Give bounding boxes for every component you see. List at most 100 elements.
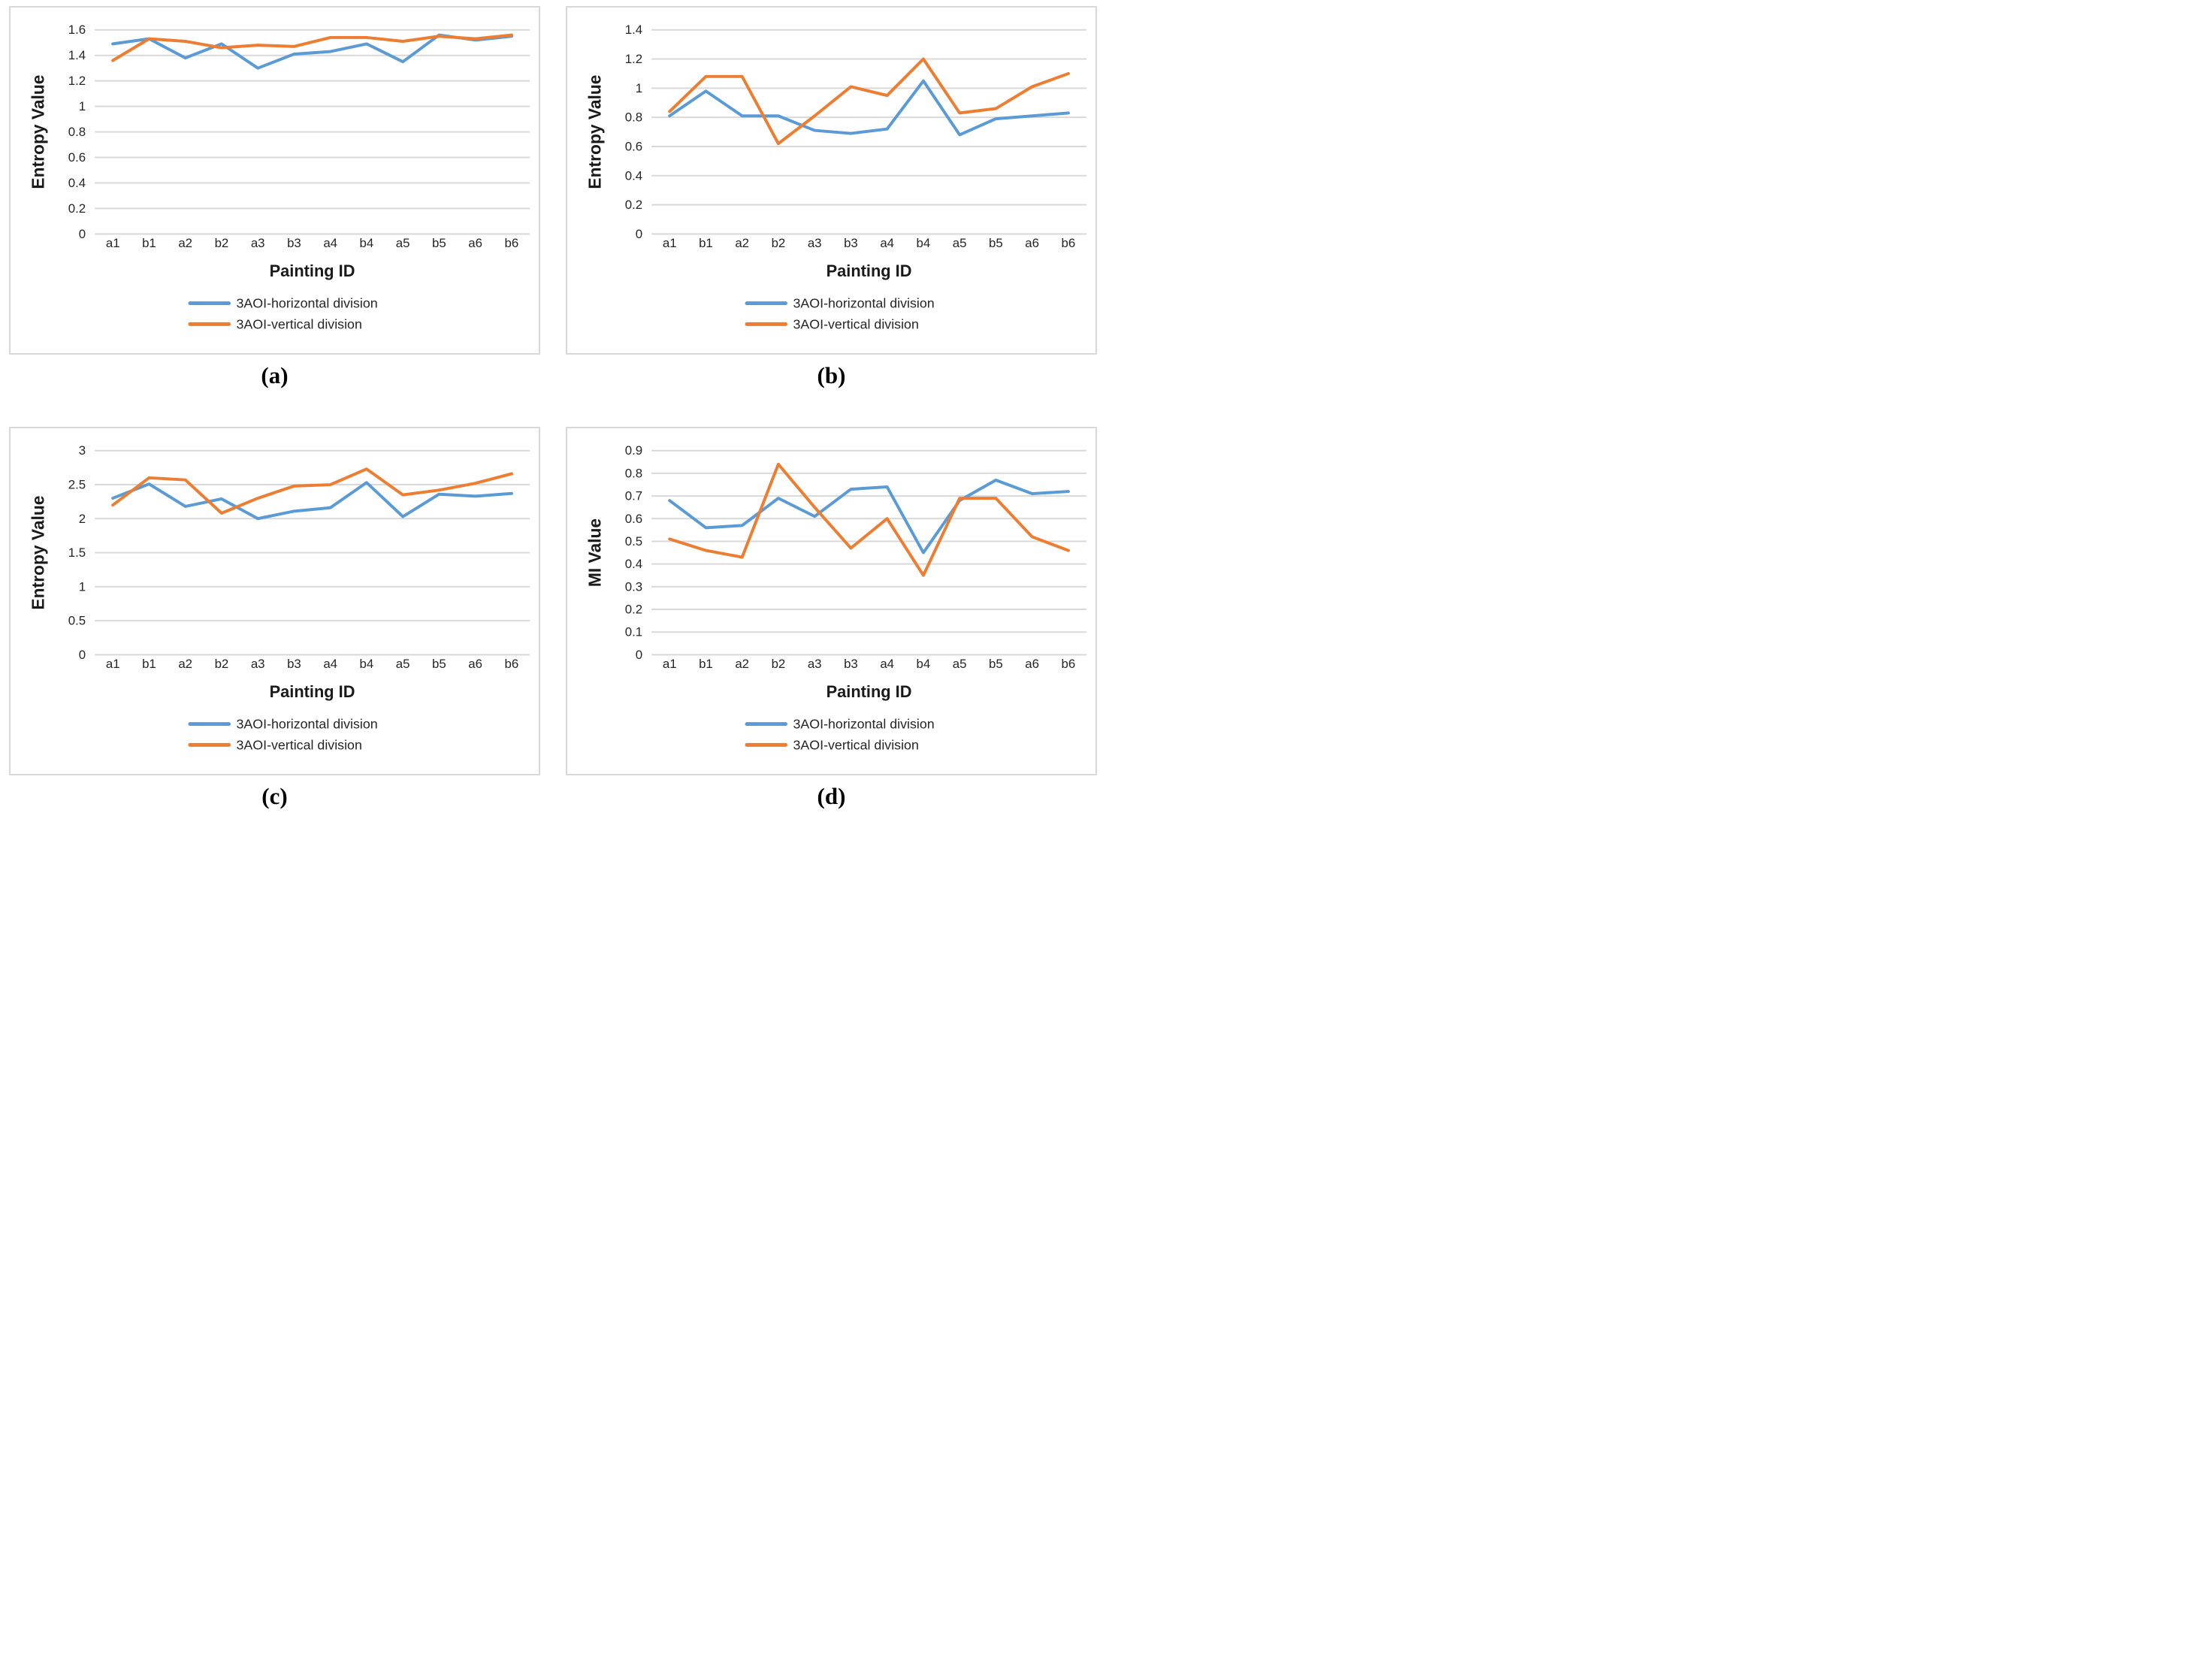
x-tick-label: a6 bbox=[1025, 657, 1039, 671]
series-line-vertical-division bbox=[668, 57, 1070, 146]
panel-caption-a: (a) bbox=[261, 362, 289, 388]
x-tick-label: a6 bbox=[468, 657, 482, 671]
series-line-horizontal-division bbox=[111, 481, 513, 521]
x-tick-label: b4 bbox=[360, 657, 374, 671]
x-tick-label: a2 bbox=[735, 236, 749, 250]
x-tick-label: b2 bbox=[772, 236, 786, 250]
x-axis-title: Painting ID bbox=[270, 261, 355, 280]
line-chart-a: 0 0.2 0.4 0.6 0.8 1 1.2 1.4 1.6 a1 b1 a2 b2 a3 b3 a4 b4 a… bbox=[29, 23, 530, 331]
panel-caption-c: (c) bbox=[261, 783, 288, 809]
y-tick-label: 3 bbox=[79, 443, 86, 458]
x-tick-label: b5 bbox=[432, 236, 446, 250]
y-tick-label: 0.2 bbox=[625, 603, 642, 617]
x-tick-label: a1 bbox=[106, 236, 120, 250]
x-tick-label: b3 bbox=[287, 657, 301, 671]
x-tick-label: a4 bbox=[880, 236, 894, 250]
y-tick-label: 0.8 bbox=[625, 466, 642, 480]
legend-label: 3AOI-horizontal division bbox=[236, 296, 377, 311]
panel-a: 0 0.2 0.4 0.6 0.8 1 1.2 1.4 1.6 a1 b1 a2 b2 a3 b3 a4 b4 a… bbox=[9, 6, 540, 355]
y-tick-label: 0 bbox=[79, 227, 86, 241]
x-tick-label: a5 bbox=[953, 657, 967, 671]
x-tick-label: b6 bbox=[1062, 236, 1076, 250]
panel-b: 0 0.2 0.4 0.6 0.8 1 1.2 1.4 a1 b1 a2 b2 a3 b3 a4 b4 a5 b5… bbox=[566, 6, 1097, 355]
x-tick-label: a3 bbox=[251, 657, 265, 671]
y-tick-label: 0.2 bbox=[625, 198, 642, 212]
x-tick-label: b6 bbox=[505, 657, 519, 671]
x-tick-label: a5 bbox=[396, 236, 410, 250]
x-tick-label: a6 bbox=[468, 236, 482, 250]
legend-label: 3AOI-vertical division bbox=[236, 316, 361, 331]
x-tick-label: b1 bbox=[699, 657, 713, 671]
y-tick-label: 1.4 bbox=[68, 48, 86, 62]
x-tick-label: b5 bbox=[989, 236, 1003, 250]
x-tick-label: a4 bbox=[323, 236, 337, 250]
y-tick-label: 2.5 bbox=[68, 478, 86, 492]
legend-label: 3AOI-vertical division bbox=[793, 316, 918, 331]
panel-c: 0 0.5 1 1.5 2 2.5 3 a1 b1 a2 b2 a3 b3 a4 b4 a5 b5 a6 b6 Pai… bbox=[9, 427, 540, 775]
x-tick-label: b4 bbox=[360, 236, 374, 250]
y-tick-label: 0.4 bbox=[68, 176, 86, 190]
line-chart-d: 0 0.1 0.2 0.3 0.4 0.5 0.6 0.7 0.8 0.9 a1 b1 a2 b2 a3 b3… bbox=[585, 443, 1087, 752]
y-tick-label: 0.2 bbox=[68, 201, 86, 216]
panel-d: 0 0.1 0.2 0.3 0.4 0.5 0.6 0.7 0.8 0.9 a1 b1 a2 b2 a3 b3… bbox=[566, 427, 1097, 775]
x-tick-label: b1 bbox=[142, 236, 156, 250]
y-tick-label: 0.1 bbox=[625, 625, 642, 639]
y-tick-label: 0.8 bbox=[625, 110, 642, 125]
y-tick-label: 0.6 bbox=[68, 150, 86, 165]
x-tick-label: b5 bbox=[989, 657, 1003, 671]
x-tick-label: a2 bbox=[735, 657, 749, 671]
x-tick-label: a1 bbox=[663, 657, 677, 671]
legend-label: 3AOI-horizontal division bbox=[236, 717, 377, 732]
y-tick-label: 0 bbox=[636, 648, 642, 662]
panel-caption-b: (b) bbox=[817, 362, 846, 388]
y-axis-title: MI Value bbox=[585, 518, 605, 587]
series-line-horizontal-division bbox=[668, 479, 1070, 555]
y-tick-label: 1 bbox=[79, 99, 86, 113]
y-axis-title: Entropy Value bbox=[29, 496, 48, 610]
y-tick-label: 0 bbox=[636, 227, 642, 241]
x-tick-label: a1 bbox=[663, 236, 677, 250]
y-tick-label: 0.6 bbox=[625, 139, 642, 153]
x-tick-label: b3 bbox=[844, 236, 858, 250]
x-tick-label: a5 bbox=[396, 657, 410, 671]
y-tick-label: 0.6 bbox=[625, 512, 642, 526]
y-tick-label: 0.4 bbox=[625, 168, 642, 183]
legend-label: 3AOI-horizontal division bbox=[793, 717, 934, 732]
y-tick-label: 1.2 bbox=[68, 74, 86, 88]
panel-caption-d: (d) bbox=[817, 783, 846, 809]
x-tick-label: a3 bbox=[808, 236, 822, 250]
x-axis-title: Painting ID bbox=[826, 682, 912, 701]
series-line-vertical-division bbox=[668, 462, 1070, 577]
x-axis-title: Painting ID bbox=[270, 682, 355, 701]
x-tick-label: a1 bbox=[106, 657, 120, 671]
y-tick-label: 0.8 bbox=[68, 125, 86, 139]
x-tick-label: b2 bbox=[215, 236, 229, 250]
y-tick-label: 0 bbox=[79, 648, 86, 662]
x-tick-label: a2 bbox=[178, 657, 192, 671]
legend-label: 3AOI-horizontal division bbox=[793, 296, 934, 311]
series-line-horizontal-division bbox=[668, 79, 1070, 137]
y-tick-label: 0.9 bbox=[625, 443, 642, 458]
x-tick-label: b3 bbox=[844, 657, 858, 671]
x-tick-label: b1 bbox=[142, 657, 156, 671]
y-tick-label: 0.4 bbox=[625, 557, 642, 571]
legend-label: 3AOI-vertical division bbox=[793, 737, 918, 752]
x-axis-title: Painting ID bbox=[826, 261, 912, 280]
x-tick-label: b3 bbox=[287, 236, 301, 250]
x-tick-label: b4 bbox=[917, 236, 931, 250]
y-tick-label: 1.5 bbox=[68, 545, 86, 560]
x-tick-label: b6 bbox=[1062, 657, 1076, 671]
x-tick-label: b5 bbox=[432, 657, 446, 671]
y-axis-title: Entropy Value bbox=[585, 75, 605, 189]
x-tick-label: a6 bbox=[1025, 236, 1039, 250]
line-chart-b: 0 0.2 0.4 0.6 0.8 1 1.2 1.4 a1 b1 a2 b2 a3 b3 a4 b4 a5 b5… bbox=[585, 23, 1087, 331]
legend-label: 3AOI-vertical division bbox=[236, 737, 361, 752]
y-tick-label: 1.4 bbox=[625, 23, 642, 37]
x-tick-label: b2 bbox=[772, 657, 786, 671]
series-line-vertical-division bbox=[111, 467, 513, 515]
x-tick-label: a5 bbox=[953, 236, 967, 250]
y-tick-label: 0.7 bbox=[625, 489, 642, 503]
y-tick-label: 1 bbox=[636, 81, 642, 95]
y-tick-label: 1 bbox=[79, 579, 86, 594]
y-tick-label: 1.2 bbox=[625, 52, 642, 66]
